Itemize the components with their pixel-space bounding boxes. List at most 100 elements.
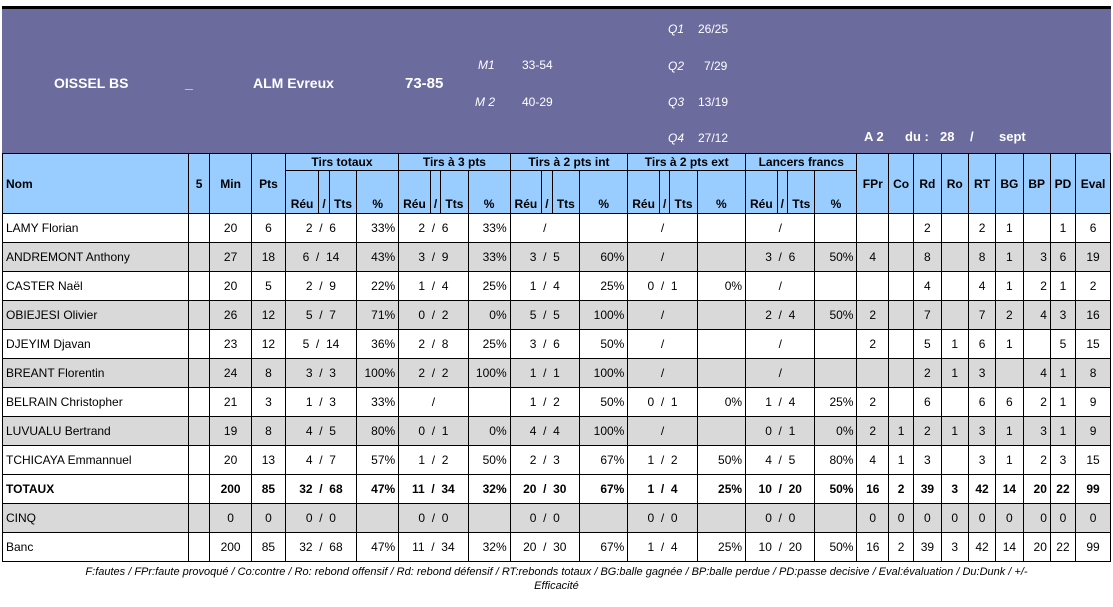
col-lancers-francs: Lancers francs [745,153,858,171]
cell-name: BREANT Florentin [1,358,190,388]
cell-min: 20 [209,271,253,301]
cell-ev: 16 [1075,300,1111,330]
subcol-t3-slash: / [429,170,442,214]
cell-t2ep [696,242,747,272]
cell-rt: 0 [967,503,997,533]
cell-bp: 3 [1022,416,1051,446]
cell-pd: 3 [1049,300,1077,330]
cell-t2i: 4 / 4 [509,416,580,446]
cell-t2ep: 25% [696,474,747,504]
cell-t2e: / [627,416,698,446]
q3-label: Q3 [668,95,685,109]
subcol-t2e-pct: % [696,170,747,214]
cell-t2e: 0 / 1 [627,271,698,301]
cell-pts: 8 [251,416,286,446]
cell-fpr: 0 [856,503,890,533]
cell-rd: 39 [913,474,942,504]
cell-t2ip: 50% [578,329,629,359]
cell-rt: 3 [967,416,997,446]
cell-ttp: 33% [356,213,400,243]
col-five: 5 [188,153,211,214]
cell-bg: 1 [995,416,1024,446]
cell-bg: 1 [995,242,1024,272]
q1-label: Q1 [668,22,685,36]
cell-t2ip: 67% [578,532,629,562]
cell-t3: 2 / 6 [398,213,469,243]
cell-t2ip [578,503,629,533]
cell-bp: 4 [1022,300,1051,330]
cell-t2ip: 50% [578,387,629,417]
cell-t3p: 32% [467,532,511,562]
date-month: sept [999,129,1026,144]
cell-ro: 1 [940,358,969,388]
subcol-t2e-slash: / [658,170,671,214]
cell-name: TOTAUX [1,474,190,504]
cell-rt: 8 [967,242,997,272]
cell-min: 21 [209,387,253,417]
q3-score: 13/19 [698,95,729,109]
cell-tt: 1 / 3 [284,387,358,417]
cell-rd: 8 [913,242,942,272]
cell-ttp: 100% [356,358,400,388]
cell-co [888,358,915,388]
cell-ro [940,242,969,272]
cell-ro [940,300,969,330]
cell-t2i: 5 / 5 [509,300,580,330]
cell-bg: 6 [995,387,1024,417]
cell-bg: 14 [995,474,1024,504]
cell-bg: 1 [995,329,1024,359]
cell-t3p: 33% [467,242,511,272]
cell-ro: 3 [940,474,969,504]
cell-name: LAMY Florian [1,213,190,243]
cell-t2ip: 67% [578,445,629,475]
cell-name: BELRAIN Christopher [1,387,190,417]
cell-pd: 1 [1049,213,1077,243]
cell-min: 26 [209,300,253,330]
cell-t2i: 20 / 30 [509,532,580,562]
cell-t2ep [696,416,747,446]
cell-rt: 7 [967,300,997,330]
cell-ro [940,213,969,243]
half-2-score: 40-29 [522,95,553,109]
cell-fpr: 2 [856,300,890,330]
cell-co [888,242,915,272]
cell-fpr: 2 [856,416,890,446]
subcol-tt-tts: Tts [328,170,358,214]
cell-fpr [856,271,890,301]
away-team: ALM Evreux [253,75,334,91]
team-separator: _ [185,75,193,91]
cell-t3: 1 / 2 [398,445,469,475]
cell-t3p: 0% [467,416,511,446]
subheader-row: Réu / Tts% Réu / Tts% Réu / Tts% Réu / Tts% Réu / Tts% [3,170,1111,214]
cell-t2e: 0 / 1 [627,387,698,417]
cell-bg: 1 [995,445,1024,475]
cell-fpr: 16 [856,474,890,504]
cell-t2e: 1 / 4 [627,532,698,562]
cell-ev: 15 [1075,329,1111,359]
cell-ro: 1 [940,416,969,446]
cell-t2ep: 0% [696,387,747,417]
cell-t2e: / [627,329,698,359]
cell-five [188,387,211,417]
cell-bg: 14 [995,532,1024,562]
cell-t2e: / [627,213,698,243]
cell-pd: 6 [1049,242,1077,272]
cell-t3: 2 / 2 [398,358,469,388]
cell-five [188,416,211,446]
cell-five [188,358,211,388]
cell-lfp [814,329,858,359]
cell-pd: 1 [1049,271,1077,301]
cell-co [888,387,915,417]
cell-co: 0 [888,503,915,533]
col-pd: PD [1049,153,1077,214]
cell-ro [940,445,969,475]
cell-five [188,271,211,301]
cell-t2i: 1 / 2 [509,387,580,417]
cell-name: TCHICAYA Emmannuel [1,445,190,475]
cell-ev: 6 [1075,213,1111,243]
table-row: CASTER Naël 20 5 2 / 9 22% 1 / 4 25% 1 / 4 25% 0 … [1,271,1111,301]
cell-name: DJEYIM Djavan [1,329,190,359]
cell-bp: 2 [1022,387,1051,417]
